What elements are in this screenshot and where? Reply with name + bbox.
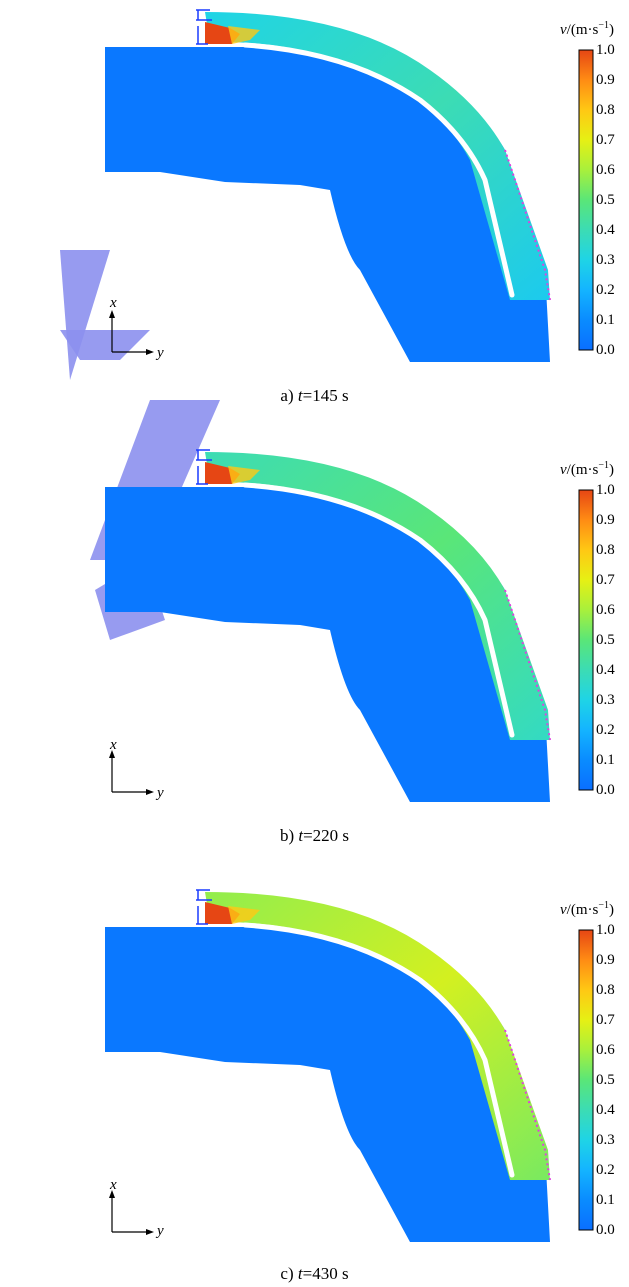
colorbar-title: v/(m·s−1) bbox=[560, 460, 614, 478]
colorbar-title: v/(m·s−1) bbox=[560, 900, 614, 918]
x-axis-arrowhead bbox=[109, 1190, 115, 1198]
colorbar-tick-label: 0.8 bbox=[596, 542, 615, 558]
colorbar-tick-label: 0.1 bbox=[596, 1192, 615, 1208]
colorbar bbox=[578, 929, 594, 1231]
colorbar-tick-label: 0.0 bbox=[596, 342, 615, 358]
colorbar-tick-label: 0.2 bbox=[596, 1162, 615, 1178]
inlet-jet-fringe bbox=[228, 466, 260, 484]
x-axis-label: x bbox=[110, 737, 117, 753]
flow-domain bbox=[105, 927, 550, 1242]
colorbar-tick-label: 0.4 bbox=[596, 222, 615, 238]
colorbar-tick-label: 0.9 bbox=[596, 512, 615, 528]
colorbar-tick-label: 0.2 bbox=[596, 282, 615, 298]
outlet-boundary bbox=[504, 149, 551, 301]
colorbar-tick-label: 0.5 bbox=[596, 192, 615, 208]
flow-domain bbox=[105, 487, 550, 802]
wall-gap bbox=[242, 42, 515, 298]
x-axis-arrowhead bbox=[109, 750, 115, 758]
wall-gap bbox=[242, 482, 515, 738]
colorbar-tick-label: 0.9 bbox=[596, 72, 615, 88]
panel-caption: b) t=220 s bbox=[279, 826, 350, 845]
colorbar-tick-label: 0.2 bbox=[596, 722, 615, 738]
panel-caption: c) t=430 s bbox=[280, 1264, 349, 1283]
colorbar-tick-label: 0.0 bbox=[596, 1222, 615, 1238]
colorbar-tick-label: 0.6 bbox=[596, 602, 615, 618]
y-axis-label: y bbox=[157, 1223, 164, 1239]
colorbar-tick-label: 0.3 bbox=[596, 1132, 615, 1148]
y-axis-label: y bbox=[157, 345, 164, 361]
outlet-boundary bbox=[504, 1029, 551, 1181]
colorbar-tick-label: 0.7 bbox=[596, 1012, 615, 1028]
inlet-jet-fringe bbox=[228, 26, 260, 44]
colorbar-tick-label: 0.6 bbox=[596, 162, 615, 178]
colorbar-title: v/(m·s−1) bbox=[560, 20, 614, 38]
y-axis-arrowhead bbox=[146, 349, 154, 355]
colorbar-tick-label: 0.0 bbox=[596, 782, 615, 798]
colorbar-tick-label: 0.1 bbox=[596, 312, 615, 328]
panel-a: x y v/(m·s−1) 1.0 0.9 0.8 0.7 0.6 0.5 0.4 0.3 0.… bbox=[0, 0, 629, 420]
colorbar bbox=[578, 489, 594, 791]
colorbar-tick-label: 0.9 bbox=[596, 952, 615, 968]
colorbar-tick-label: 0.3 bbox=[596, 692, 615, 708]
y-axis-label: y bbox=[157, 785, 164, 801]
velocity-contour-plot bbox=[105, 449, 551, 802]
panel-caption: a) t=145 s bbox=[280, 386, 349, 405]
inlet-structure bbox=[196, 449, 212, 485]
flow-domain bbox=[105, 47, 550, 362]
colorbar-tick-label: 0.4 bbox=[596, 1102, 615, 1118]
colorbar-tick-label: 0.5 bbox=[596, 632, 615, 648]
wall-gap bbox=[242, 922, 515, 1178]
colorbar-gradient bbox=[578, 489, 594, 791]
colorbar-tick-label: 0.1 bbox=[596, 752, 615, 768]
colorbar-tick-label: 1.0 bbox=[596, 482, 615, 498]
colorbar-tick-label: 0.7 bbox=[596, 572, 615, 588]
inlet-structure bbox=[196, 9, 212, 45]
colorbar-tick-label: 0.6 bbox=[596, 1042, 615, 1058]
colorbar-gradient bbox=[578, 929, 594, 1231]
velocity-contour-plot bbox=[105, 9, 551, 362]
colorbar-tick-label: 1.0 bbox=[596, 42, 615, 58]
colorbar-tick-label: 0.8 bbox=[596, 102, 615, 118]
panel-c: x y v/(m·s−1) 1.0 0.9 0.8 0.7 0.6 0.5 0.4 0.3 0.… bbox=[0, 880, 629, 1287]
inlet-jet-fringe bbox=[228, 906, 260, 924]
colorbar-tick-label: 0.5 bbox=[596, 1072, 615, 1088]
y-axis-arrowhead bbox=[146, 1229, 154, 1235]
colorbar-tick-label: 0.8 bbox=[596, 982, 615, 998]
x-axis-arrowhead bbox=[109, 310, 115, 318]
colorbar-tick-label: 0.7 bbox=[596, 132, 615, 148]
x-axis-label: x bbox=[110, 1177, 117, 1193]
x-axis-label: x bbox=[110, 295, 117, 311]
colorbar-gradient bbox=[578, 49, 594, 351]
outlet-boundary bbox=[504, 589, 551, 741]
inlet-structure bbox=[196, 889, 212, 925]
colorbar-tick-label: 0.4 bbox=[596, 662, 615, 678]
y-axis-arrowhead bbox=[146, 789, 154, 795]
colorbar-tick-label: 1.0 bbox=[596, 922, 615, 938]
colorbar bbox=[578, 49, 594, 351]
colorbar-tick-label: 0.3 bbox=[596, 252, 615, 268]
panel-b: x y v/(m·s−1) 1.0 0.9 0.8 0.7 0.6 0.5 0.4 0.3 0.… bbox=[0, 440, 629, 860]
velocity-contour-plot bbox=[105, 889, 551, 1242]
